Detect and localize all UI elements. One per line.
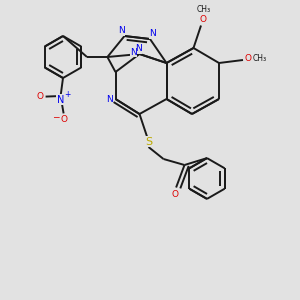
Text: CH₃: CH₃ [196,4,211,14]
Text: N: N [150,29,156,38]
Text: O: O [244,54,251,63]
Text: O: O [172,190,179,199]
Text: O: O [200,15,207,24]
Text: N: N [57,95,64,105]
Text: S: S [145,137,152,147]
Text: O: O [61,115,68,124]
Text: N: N [135,44,141,53]
Text: O: O [37,92,44,100]
Text: N: N [118,26,125,35]
Text: CH₃: CH₃ [252,54,267,63]
Text: −: − [52,112,60,122]
Text: N: N [106,94,113,103]
Text: +: + [64,90,70,99]
Text: N: N [130,48,137,57]
